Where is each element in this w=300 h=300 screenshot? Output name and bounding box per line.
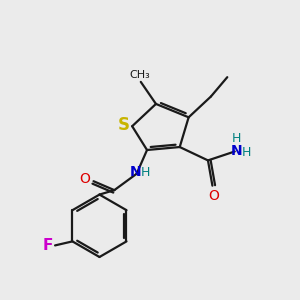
Text: N: N <box>129 165 141 179</box>
Text: F: F <box>42 238 53 253</box>
Text: S: S <box>118 116 130 134</box>
Text: CH₃: CH₃ <box>129 70 150 80</box>
Text: O: O <box>208 189 219 203</box>
Text: H: H <box>241 146 251 160</box>
Text: O: O <box>79 172 90 186</box>
Text: N: N <box>230 145 242 158</box>
Text: H: H <box>232 132 241 145</box>
Text: H: H <box>141 166 150 179</box>
